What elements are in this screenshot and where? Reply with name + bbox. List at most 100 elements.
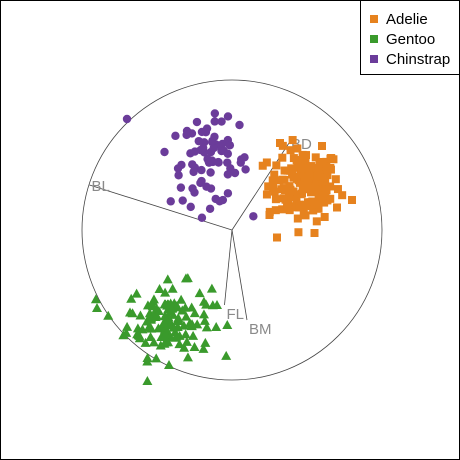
point-adelie: [310, 229, 319, 237]
point-gentoo: [142, 356, 153, 366]
point-gentoo: [92, 303, 102, 312]
point-chinstrap: [178, 196, 187, 205]
point-adelie: [313, 172, 322, 181]
point-adelie: [289, 154, 298, 163]
point-gentoo: [103, 310, 114, 320]
point-chinstrap: [171, 131, 180, 141]
point-adelie: [289, 193, 298, 202]
point-adelie: [311, 153, 320, 162]
point-gentoo: [131, 288, 142, 298]
point-gentoo: [143, 322, 154, 332]
point-adelie: [348, 196, 356, 204]
point-adelie: [264, 182, 273, 191]
point-adelie: [314, 204, 323, 213]
point-chinstrap: [190, 147, 200, 156]
point-gentoo: [140, 337, 151, 347]
point-chinstrap: [249, 212, 258, 221]
point-adelie: [262, 190, 271, 199]
point-chinstrap: [202, 182, 211, 191]
point-gentoo: [199, 315, 210, 325]
legend-label-adelie: Adelie: [386, 11, 428, 28]
point-chinstrap: [225, 141, 235, 150]
point-chinstrap: [206, 168, 215, 177]
point-chinstrap: [194, 136, 203, 146]
point-adelie: [289, 173, 298, 182]
point-chinstrap: [230, 168, 240, 178]
point-adelie: [296, 162, 305, 171]
point-chinstrap: [160, 147, 169, 157]
point-adelie: [319, 191, 328, 200]
point-chinstrap: [205, 204, 215, 213]
point-adelie: [313, 186, 322, 195]
point-gentoo: [189, 308, 200, 318]
point-gentoo: [181, 311, 192, 321]
legend: Adelie Gentoo Chinstrap: [360, 0, 460, 75]
point-gentoo: [153, 323, 164, 333]
point-adelie: [293, 144, 302, 153]
point-adelie: [268, 176, 277, 185]
point-chinstrap: [240, 153, 249, 162]
point-adelie: [309, 206, 318, 215]
axis-line-bl: [89, 184, 233, 231]
point-chinstrap: [190, 188, 199, 197]
point-gentoo: [125, 307, 135, 317]
point-adelie: [315, 157, 324, 166]
point-chinstrap: [166, 197, 175, 206]
legend-swatch-gentoo: [370, 35, 378, 43]
point-chinstrap: [215, 197, 224, 206]
point-gentoo: [168, 309, 179, 319]
point-gentoo: [192, 319, 203, 329]
point-gentoo: [167, 283, 178, 293]
point-gentoo: [174, 339, 185, 349]
point-chinstrap: [122, 114, 132, 124]
legend-label-gentoo: Gentoo: [386, 31, 435, 48]
point-gentoo: [154, 284, 165, 294]
point-gentoo: [168, 322, 179, 332]
point-chinstrap: [186, 202, 195, 212]
point-gentoo: [167, 303, 178, 313]
point-adelie: [312, 217, 321, 226]
point-chinstrap: [223, 189, 233, 198]
point-gentoo: [222, 319, 233, 329]
point-gentoo: [151, 353, 162, 363]
point-gentoo: [188, 330, 199, 340]
point-adelie: [326, 164, 335, 173]
point-adelie: [314, 163, 323, 172]
point-chinstrap: [208, 136, 217, 146]
point-adelie: [307, 184, 316, 193]
axis-label-bl: BL: [92, 178, 110, 195]
point-gentoo: [122, 321, 133, 331]
point-adelie: [301, 211, 310, 220]
point-adelie: [288, 136, 297, 145]
point-adelie: [298, 182, 307, 191]
point-gentoo: [198, 309, 209, 319]
point-adelie: [327, 154, 336, 163]
point-gentoo: [126, 293, 137, 303]
point-adelie: [271, 195, 280, 204]
point-gentoo: [211, 322, 222, 332]
point-chinstrap: [176, 183, 186, 192]
point-gentoo: [159, 311, 170, 321]
point-chinstrap: [197, 127, 207, 137]
point-adelie: [278, 205, 287, 214]
axis-label-fl: FL: [227, 306, 245, 323]
point-chinstrap: [197, 213, 207, 222]
point-adelie: [276, 139, 284, 147]
point-adelie: [270, 170, 279, 179]
point-adelie: [333, 203, 341, 212]
point-chinstrap: [182, 126, 192, 136]
axis-line-bm: [231, 229, 248, 321]
point-adelie: [320, 212, 329, 221]
point-gentoo: [170, 327, 181, 337]
point-chinstrap: [188, 160, 197, 169]
point-chinstrap: [197, 176, 206, 186]
point-adelie: [307, 162, 316, 171]
point-gentoo: [148, 337, 159, 347]
point-adelie: [331, 175, 340, 184]
point-adelie: [308, 197, 317, 206]
legend-swatch-chinstrap: [370, 55, 378, 63]
point-gentoo: [182, 352, 193, 362]
points-group: [90, 109, 356, 386]
axis-line-fl: [224, 229, 233, 306]
point-adelie: [294, 228, 303, 237]
